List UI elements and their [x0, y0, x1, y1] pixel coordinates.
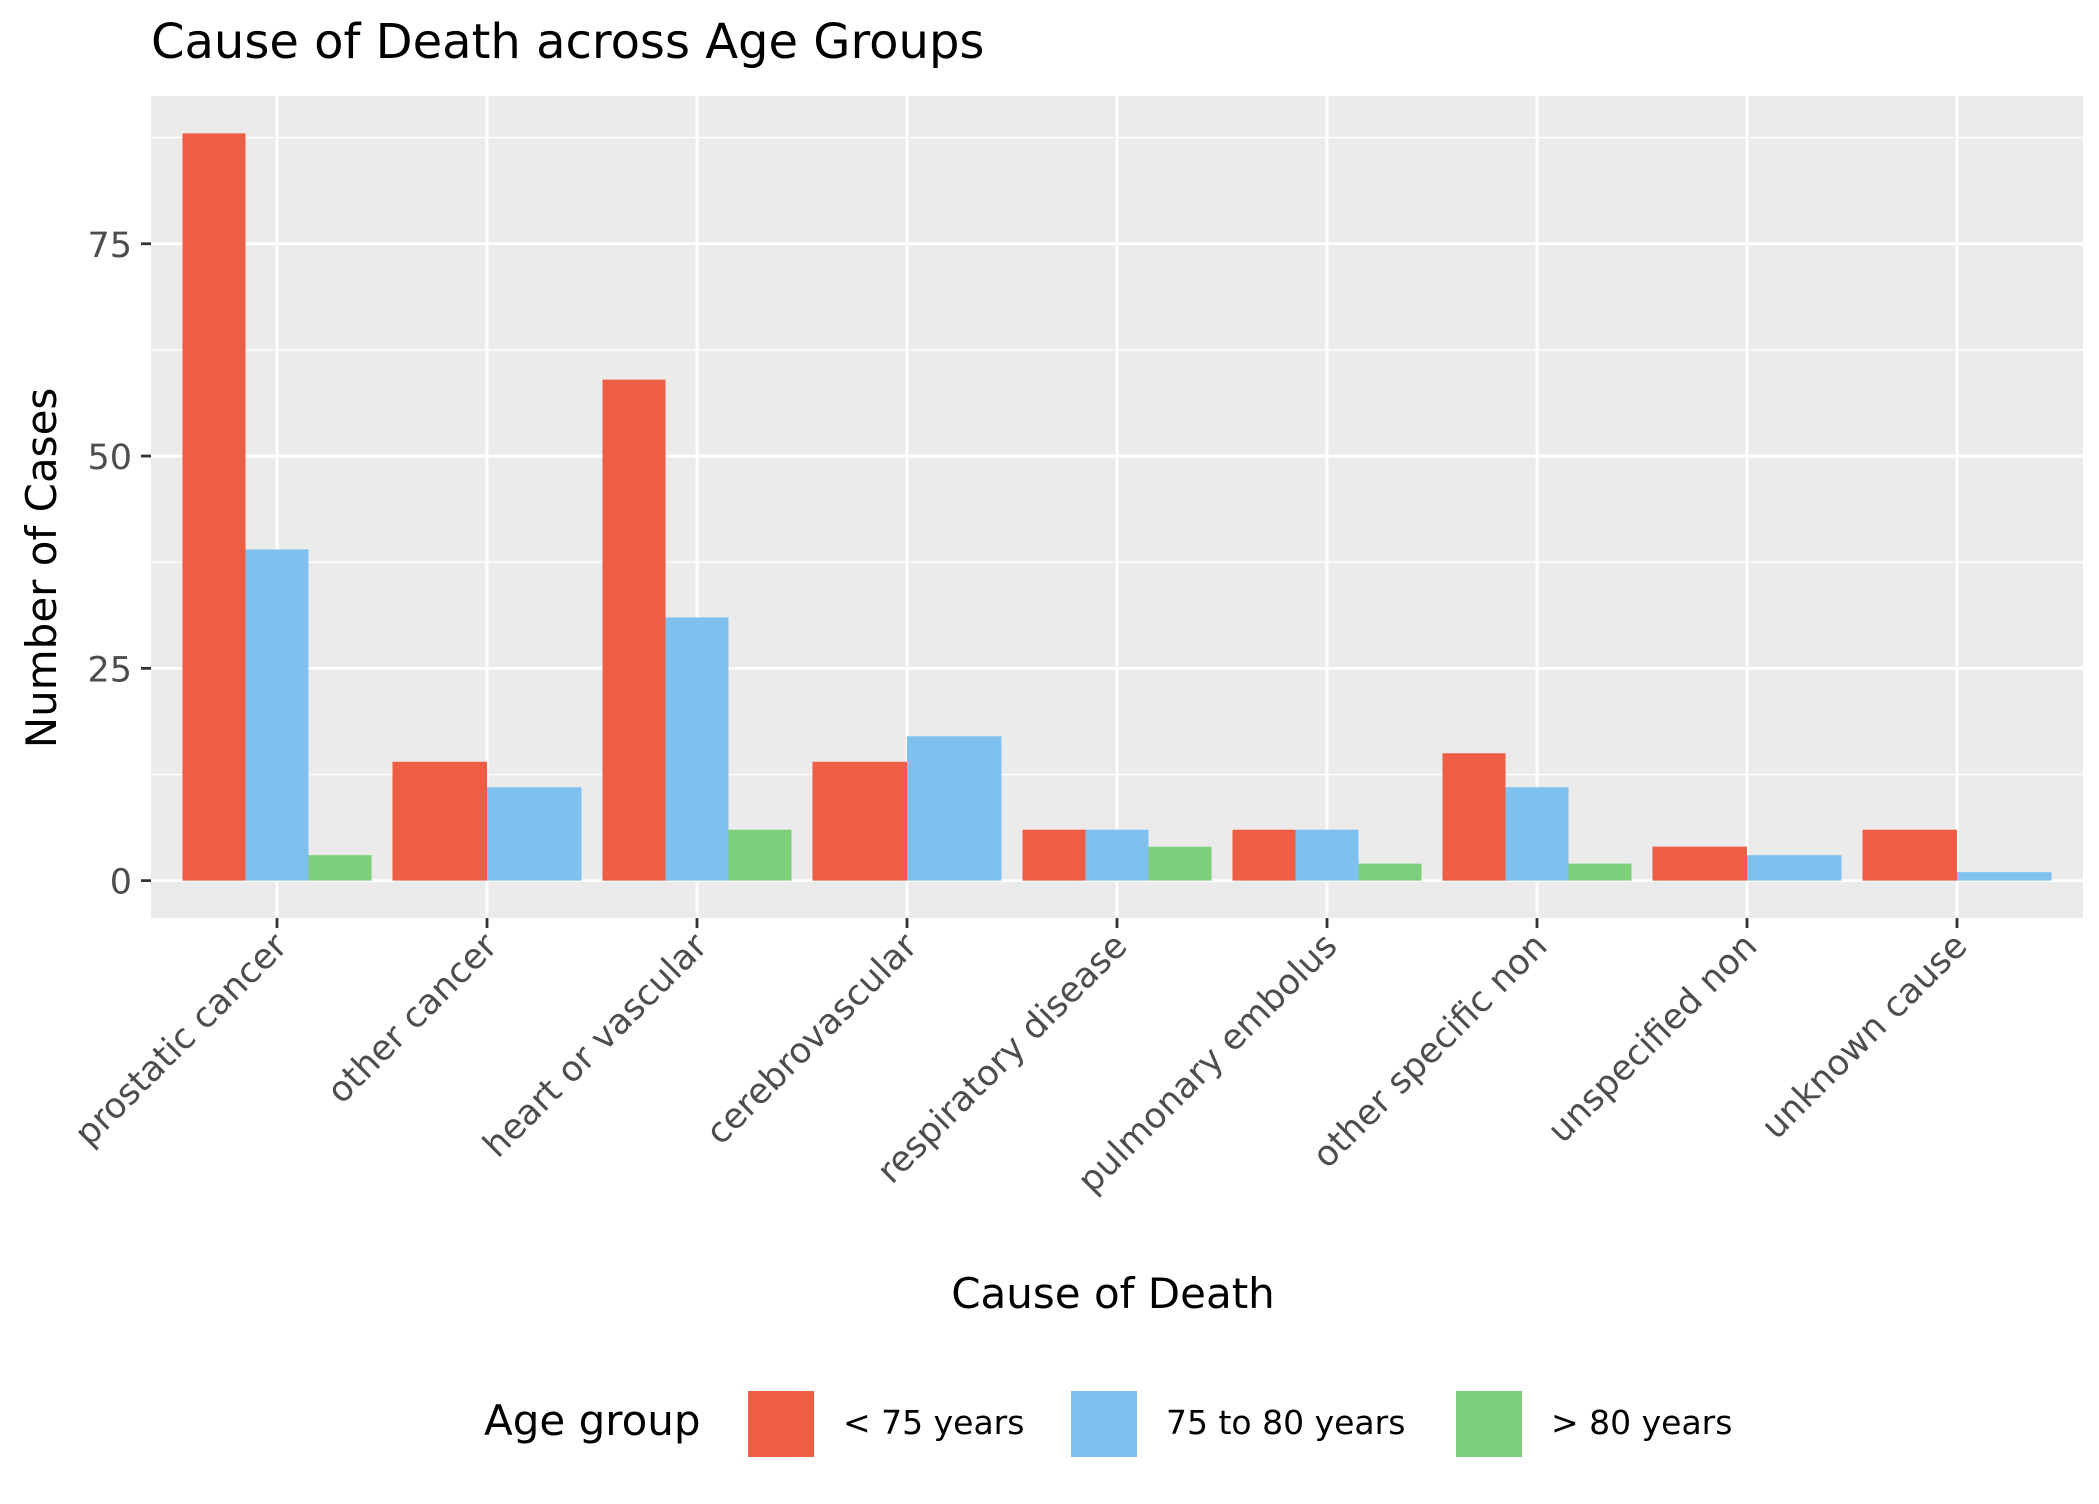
bar-1-5 — [1022, 829, 1086, 881]
legend-key-1 — [748, 1391, 814, 1457]
bar-2-2 — [487, 787, 582, 881]
bar-1-7 — [1442, 753, 1506, 881]
x-tick-label: other cancer — [320, 926, 506, 1112]
bar-3-5 — [1148, 846, 1212, 881]
bar-2-9 — [1957, 872, 2052, 881]
bars — [182, 133, 2052, 881]
bar-3-1 — [308, 855, 372, 881]
legend-title: Age group — [484, 1396, 701, 1445]
y-tick-label: 0 — [110, 863, 132, 903]
bar-1-3 — [602, 379, 666, 881]
y-axis: 0 25 50 75 — [87, 226, 151, 903]
x-axis-title: Cause of Death — [951, 1269, 1275, 1318]
y-tick-label: 25 — [87, 650, 132, 690]
bar-2-1 — [245, 549, 309, 881]
legend-label-2: 75 to 80 years — [1166, 1403, 1405, 1442]
bar-2-5 — [1085, 829, 1149, 881]
bar-2-4 — [907, 736, 1002, 881]
bar-2-8 — [1747, 855, 1842, 881]
x-tick-label: unspecified non — [1540, 926, 1765, 1151]
bar-1-8 — [1652, 846, 1747, 881]
legend-label-3: > 80 years — [1551, 1403, 1732, 1442]
bar-2-3 — [665, 617, 729, 881]
bar-1-9 — [1862, 829, 1957, 881]
bar-1-2 — [392, 761, 487, 881]
bar-1-4 — [812, 761, 907, 881]
legend-key-3 — [1456, 1391, 1522, 1457]
x-tick-label: heart or vascular — [476, 926, 716, 1166]
y-tick-label: 50 — [87, 438, 132, 478]
bar-2-6 — [1295, 829, 1359, 881]
bar-3-3 — [728, 829, 792, 881]
x-tick-label: cerebrovascular — [699, 926, 926, 1153]
bar-3-6 — [1358, 863, 1422, 881]
chart-title: Cause of Death across Age Groups — [151, 14, 984, 70]
bar-1-1 — [182, 133, 246, 881]
x-tick-label: other specific non — [1305, 926, 1555, 1176]
bar-1-6 — [1232, 829, 1296, 881]
x-tick-label: unknown cause — [1754, 926, 1975, 1147]
bar-3-7 — [1568, 863, 1632, 881]
y-tick-label: 75 — [87, 226, 132, 266]
bar-2-7 — [1505, 787, 1569, 881]
legend: Age group < 75 years 75 to 80 years > 80 y… — [484, 1391, 1732, 1457]
y-axis-title: Number of Cases — [17, 388, 66, 749]
x-tick-label: prostatic cancer — [67, 926, 295, 1154]
legend-label-1: < 75 years — [843, 1403, 1024, 1442]
legend-key-2 — [1071, 1391, 1137, 1457]
